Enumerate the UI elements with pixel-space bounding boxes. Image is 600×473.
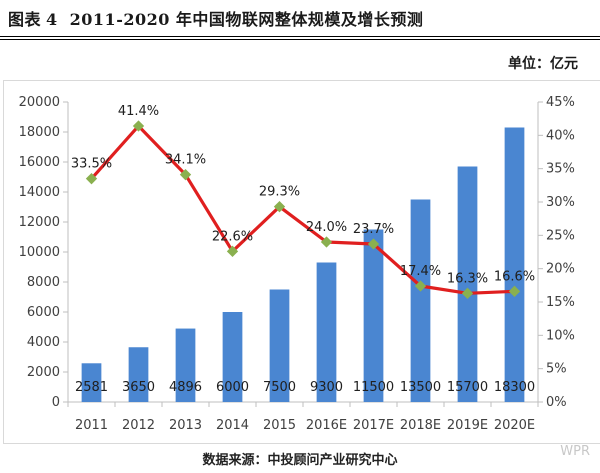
y-left-tick-label: 6000: [27, 305, 60, 320]
bar-scale: [504, 127, 525, 402]
y-left-tick-label: 12000: [19, 215, 60, 230]
growth-marker: [414, 280, 427, 292]
y-right-tick-label: 25%: [546, 228, 575, 243]
growth-value-label: 23.7%: [353, 222, 394, 237]
y-right-tick-label: 40%: [546, 128, 575, 143]
growth-marker: [179, 169, 192, 181]
x-tick-label: 2020E: [494, 418, 535, 433]
y-right-tick-label: 35%: [546, 162, 575, 177]
growth-value-label: 33.5%: [71, 157, 112, 172]
y-left-tick-label: 14000: [19, 185, 60, 200]
x-tick-label: 2012: [122, 418, 155, 433]
y-left-tick-label: 4000: [27, 335, 60, 350]
y-right-tick-label: 20%: [546, 262, 575, 277]
growth-value-label: 16.6%: [494, 269, 535, 284]
chart-area: 0 2000 4000 6000 8000 10000 12000 14000 16000 180…: [3, 80, 600, 444]
growth-value-label: 22.6%: [212, 229, 253, 244]
growth-value-label: 34.1%: [165, 153, 206, 168]
growth-marker: [461, 287, 474, 299]
growth-marker: [320, 236, 333, 248]
combo-chart: 0 2000 4000 6000 8000 10000 12000 14000 16000 180…: [19, 95, 575, 433]
bar-value-label: 6000: [216, 380, 249, 395]
growth-value-label: 24.0%: [306, 220, 347, 235]
title-rule-top: [0, 36, 600, 37]
growth-marker: [226, 245, 239, 257]
growth-value-label: 29.3%: [259, 185, 300, 200]
watermark: WPR: [560, 444, 590, 459]
data-source: 数据来源：中投顾问产业研究中心: [202, 453, 398, 468]
x-tick-label: 2017E: [353, 418, 394, 433]
bar-value-label: 2581: [75, 380, 108, 395]
bar-scale: [175, 328, 196, 402]
x-tick-label: 2018E: [400, 418, 441, 433]
growth-value-label: 17.4%: [400, 264, 441, 279]
bar-scale: [269, 289, 290, 402]
bar-scale: [410, 199, 431, 402]
x-tick-label: 2016E: [306, 418, 347, 433]
bar-scale: [457, 166, 478, 402]
bar-value-label: 13500: [400, 380, 441, 395]
y-left-tick-label: 20000: [19, 95, 60, 110]
bar-scale: [222, 312, 243, 402]
y-left-tick-label: 10000: [19, 245, 60, 260]
y-left-tick-label: 18000: [19, 125, 60, 140]
bar-value-label: 9300: [310, 380, 343, 395]
y-right-tick-label: 30%: [546, 195, 575, 210]
growth-marker: [367, 238, 380, 250]
y-left-tick-label: 16000: [19, 155, 60, 170]
y-right-tick-label: 15%: [546, 295, 575, 310]
figure-title: 图表 4 2011-2020 年中国物联网整体规模及增长预测: [8, 6, 423, 30]
bar-value-label: 11500: [353, 380, 394, 395]
growth-value-label: 41.4%: [118, 104, 159, 119]
bar-scale: [316, 262, 337, 402]
growth-line: [90, 124, 515, 295]
x-tick-label: 2013: [169, 418, 202, 433]
figure-number: 4: [46, 10, 58, 29]
unit-label: 单位：亿元: [508, 56, 578, 72]
y-right-tick-label: 0%: [546, 395, 567, 410]
growth-marker: [85, 173, 98, 185]
growth-value-label: 16.3%: [447, 271, 488, 286]
bar-value-label: 18300: [494, 380, 535, 395]
bar-value-label: 15700: [447, 380, 488, 395]
bar-scale: [81, 363, 102, 402]
figure-label: 图表: [8, 10, 42, 29]
y-left-tick-label: 8000: [27, 275, 60, 290]
bar-value-label: 3650: [122, 380, 155, 395]
growth-marker: [273, 201, 286, 213]
bar-value-label: 4896: [169, 380, 202, 395]
bar-scale: [128, 347, 149, 402]
y-left-tick-label: 0: [52, 395, 60, 410]
chart-title: 2011-2020 年中国物联网整体规模及增长预测: [69, 10, 424, 29]
y-right-tick-label: 10%: [546, 328, 575, 343]
y-right-tick-label: 5%: [546, 362, 567, 377]
x-tick-label: 2019E: [447, 418, 488, 433]
bar-value-label: 7500: [263, 380, 296, 395]
growth-marker: [508, 285, 521, 297]
x-tick-label: 2014: [216, 418, 249, 433]
title-rule-bottom: [0, 39, 600, 40]
x-tick-label: 2015: [263, 418, 296, 433]
y-left-tick-label: 2000: [27, 365, 60, 380]
bar-scale: [363, 229, 384, 402]
y-right-tick-label: 45%: [546, 95, 575, 110]
x-tick-label: 2011: [75, 418, 108, 433]
